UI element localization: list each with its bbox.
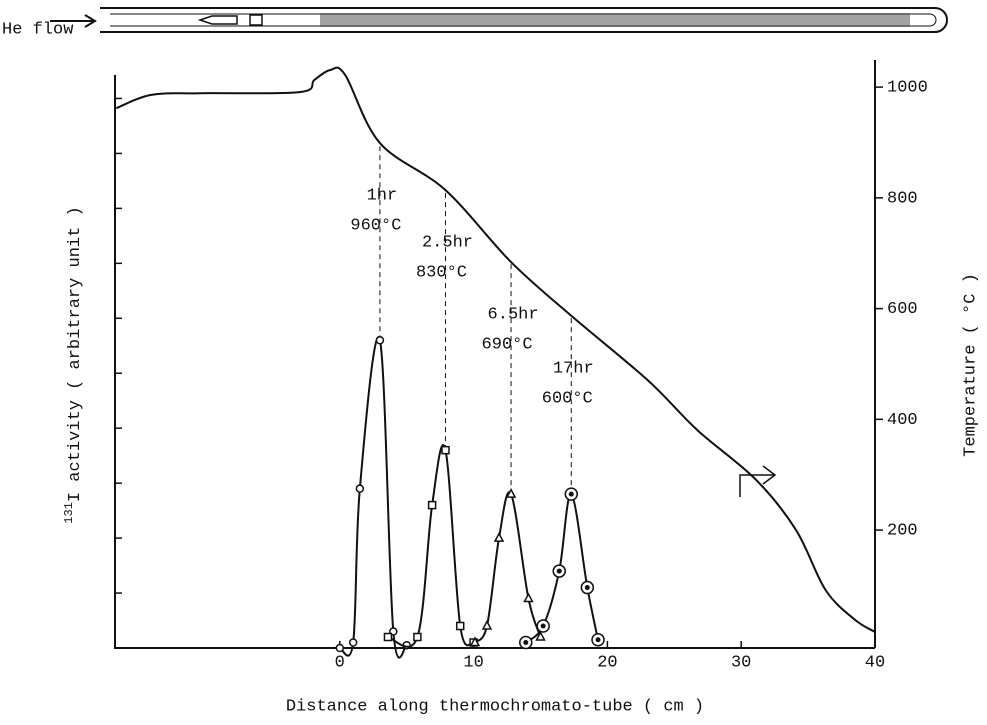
x-tick-label: 0 <box>335 653 345 672</box>
marker <box>493 531 505 542</box>
marker <box>383 632 393 642</box>
y-axis-label-sup: 131 <box>62 502 76 524</box>
y2-axis-label: Temperature ( °C ) <box>961 273 980 457</box>
marker <box>427 500 437 510</box>
y-axis-label: 131I activity ( arbitrary unit ) <box>62 206 85 523</box>
y-axis-label-main: I activity ( arbitrary unit ) <box>66 206 85 502</box>
marker-inner <box>568 491 574 497</box>
marker <box>469 636 481 647</box>
peak-temp-label: 830°C <box>416 264 467 283</box>
marker-inner <box>540 623 546 629</box>
arrow-note <box>739 465 777 497</box>
marker <box>413 632 422 642</box>
marker <box>441 445 450 455</box>
x-tick-label: 40 <box>865 653 885 672</box>
activity-curve <box>474 491 542 644</box>
marker <box>535 630 546 641</box>
y2-tick-label: 600 <box>887 300 918 319</box>
y2-tick-label: 200 <box>887 522 918 541</box>
y2-tick-label: 800 <box>887 189 918 208</box>
y2-tick-label: 400 <box>887 411 918 430</box>
marker <box>505 488 517 498</box>
tube-drawing <box>50 7 948 33</box>
activity-curve <box>338 336 408 659</box>
x-tick-label: 20 <box>597 653 617 672</box>
x-axis-label: Distance along thermochromato-tube ( cm … <box>286 697 704 716</box>
marker <box>523 592 534 603</box>
marker <box>348 638 358 647</box>
peak-temp-label: 600°C <box>542 389 593 408</box>
peak-time-label: 17hr <box>553 359 594 378</box>
marker <box>335 643 345 653</box>
marker-inner <box>595 637 601 643</box>
marker-inner <box>523 640 529 646</box>
marker <box>455 621 465 631</box>
x-tick-label: 10 <box>463 653 483 672</box>
peak-time-label: 6.5hr <box>488 306 539 325</box>
marker <box>375 336 385 345</box>
peak-temp-label: 690°C <box>482 336 533 355</box>
marker <box>355 484 365 493</box>
activity-curve <box>387 444 475 648</box>
marker-inner <box>584 585 590 591</box>
x-tick-label: 30 <box>731 653 751 672</box>
peak-temp-label: 960°C <box>350 217 401 236</box>
peak-time-label: 1hr <box>367 187 398 206</box>
header-label: He flow <box>2 20 74 39</box>
y2-tick-label: 1000 <box>887 79 928 98</box>
temperature-curve <box>115 66 876 633</box>
marker <box>481 619 493 630</box>
marker-inner <box>556 568 562 574</box>
peak-time-label: 2.5hr <box>422 234 473 253</box>
